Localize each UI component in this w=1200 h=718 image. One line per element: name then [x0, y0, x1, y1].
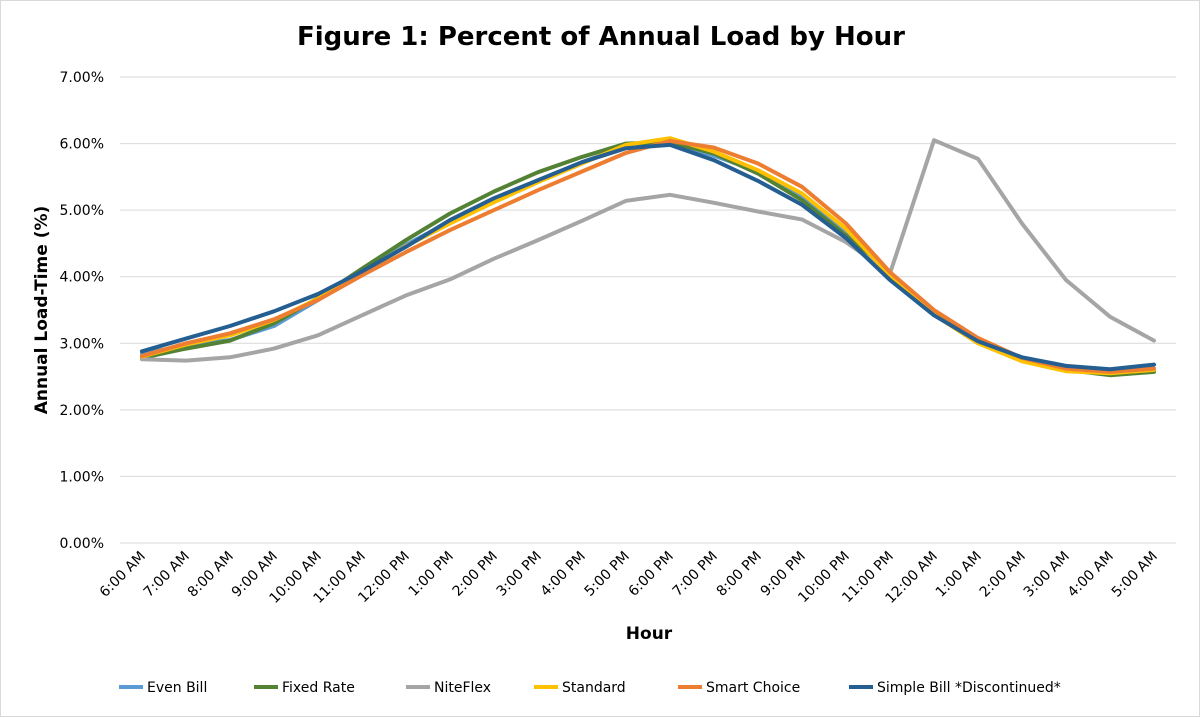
- series-line-standard: [140, 136, 1156, 376]
- legend-label: Standard: [562, 680, 626, 696]
- legend-item-simple-bill-discontinued: Simple Bill *Discontinued*: [849, 680, 1061, 696]
- x-tick-label: 7:00 PM: [670, 549, 721, 600]
- y-tick-label: 0.00%: [60, 536, 104, 552]
- chart-title: Figure 1: Percent of Annual Load by Hour: [297, 22, 905, 52]
- legend-item-smart-choice: Smart Choice: [678, 680, 800, 696]
- legend-item-niteflex: NiteFlex: [406, 680, 491, 696]
- y-tick-label: 5.00%: [60, 203, 104, 219]
- legend-label: Simple Bill *Discontinued*: [877, 680, 1061, 696]
- x-tick-label: 1:00 AM: [933, 549, 985, 601]
- x-tick-label: 8:00 PM: [714, 549, 765, 600]
- series-line-fixed-rate: [140, 140, 1156, 378]
- series-lines: [140, 136, 1156, 378]
- y-tick-label: 4.00%: [60, 270, 104, 286]
- legend-label: Even Bill: [147, 680, 207, 696]
- y-axis-ticks: 0.00% 1.00% 2.00% 3.00% 4.00% 5.00% 6.00% 7.00%: [60, 70, 104, 552]
- x-tick-label: 4:00 AM: [1065, 549, 1117, 601]
- y-tick-label: 7.00%: [60, 70, 104, 86]
- x-tick-label: 5:00 AM: [1109, 549, 1161, 601]
- x-tick-label: 3:00 PM: [494, 549, 545, 600]
- legend-item-fixed-rate: Fixed Rate: [254, 680, 355, 696]
- x-tick-label: 8:00 AM: [185, 549, 237, 601]
- legend-label: Fixed Rate: [282, 680, 355, 696]
- legend-item-standard: Standard: [534, 680, 626, 696]
- series-line-even-bill: [140, 140, 1156, 374]
- legend-label: NiteFlex: [434, 680, 491, 696]
- y-tick-label: 3.00%: [60, 336, 104, 352]
- y-tick-label: 6.00%: [60, 137, 104, 153]
- x-tick-label: 6:00 PM: [626, 549, 677, 600]
- y-tick-label: 2.00%: [60, 403, 104, 419]
- x-tick-label: 2:00 AM: [977, 549, 1029, 601]
- legend: Even Bill Fixed Rate NiteFlex Standard Smart…: [119, 680, 1061, 696]
- y-axis-title: Annual Load-Time (%): [32, 206, 52, 415]
- legend-item-even-bill: Even Bill: [119, 680, 207, 696]
- series-line-niteflex: [140, 138, 1156, 363]
- series-line-simple-bill-discontinued: [140, 142, 1156, 372]
- x-tick-label: 2:00 PM: [450, 549, 501, 600]
- x-tick-label: 1:00 PM: [406, 549, 457, 600]
- x-tick-label: 4:00 PM: [538, 549, 589, 600]
- legend-label: Smart Choice: [706, 680, 800, 696]
- x-tick-label: 6:00 AM: [97, 549, 149, 601]
- x-axis-title: Hour: [626, 624, 673, 644]
- x-tick-label: 5:00 PM: [582, 549, 633, 600]
- x-tick-label: 7:00 AM: [141, 549, 193, 601]
- series-line-smart-choice: [140, 138, 1156, 374]
- y-tick-label: 1.00%: [60, 469, 104, 485]
- x-tick-label: 3:00 AM: [1021, 549, 1073, 601]
